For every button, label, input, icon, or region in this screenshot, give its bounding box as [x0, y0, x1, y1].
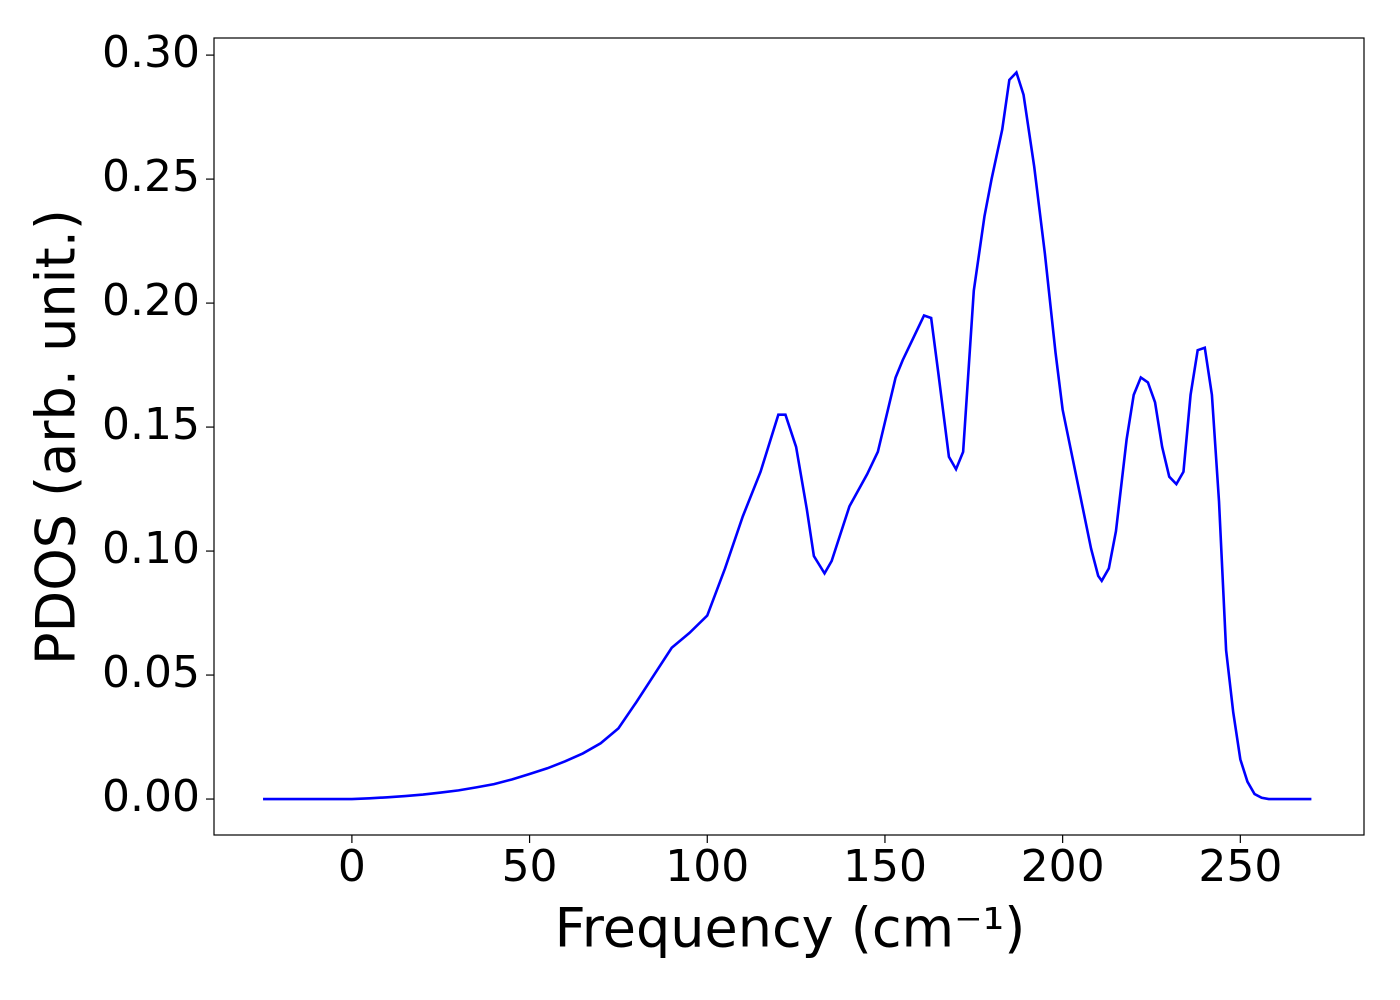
y-tick-label: 0.00	[102, 771, 200, 822]
y-tick-label: 0.25	[102, 151, 200, 202]
plot-frame	[213, 37, 1365, 836]
y-tick-label: 0.05	[102, 647, 200, 698]
x-tick-label: 0	[338, 841, 366, 892]
y-tick-label: 0.20	[102, 275, 200, 326]
x-tick-label: 100	[665, 841, 749, 892]
x-tick-label: 250	[1198, 841, 1282, 892]
y-tick-label: 0.10	[102, 523, 200, 574]
x-tick-label: 200	[1021, 841, 1105, 892]
x-tick-label: 150	[843, 841, 927, 892]
x-axis-label: Frequency (cm⁻¹)	[555, 897, 1026, 960]
x-tick-label: 50	[502, 841, 558, 892]
y-axis-label: PDOS (arb. unit.)	[25, 209, 88, 665]
line	[263, 69, 1312, 801]
y-tick-label: 0.30	[102, 27, 200, 78]
y-tick-label: 0.15	[102, 399, 200, 450]
